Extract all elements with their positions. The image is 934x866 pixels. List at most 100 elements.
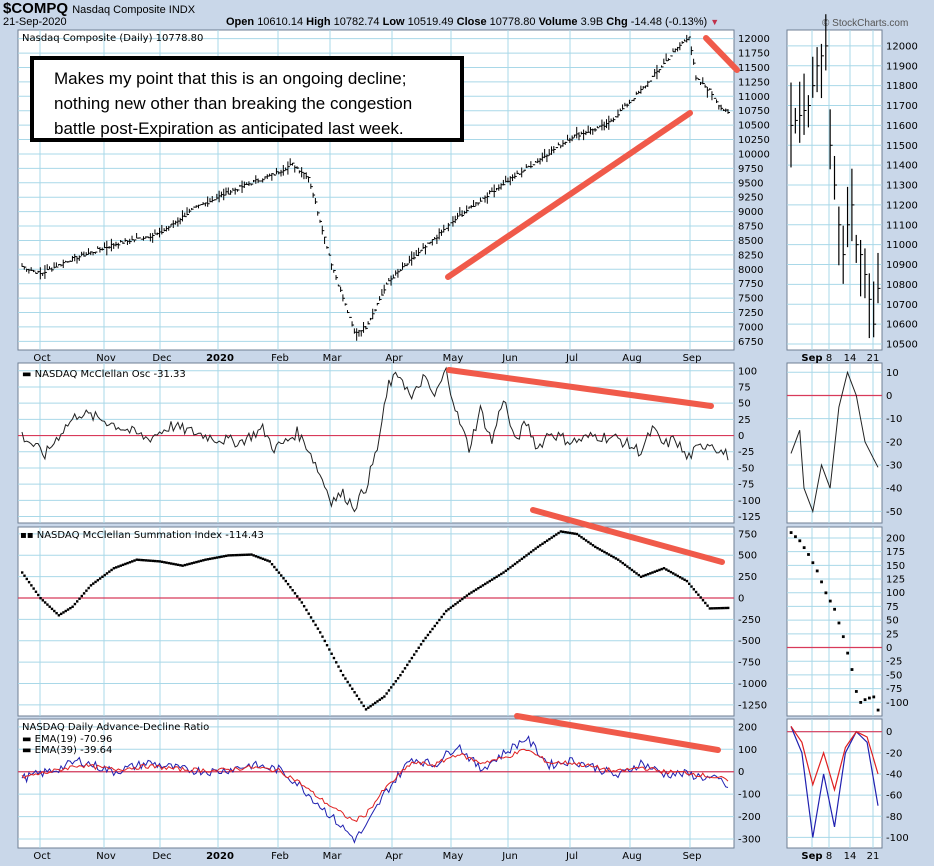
summation-point [410,656,414,660]
y-axis-3-tick-label: -100 [738,790,761,801]
summation-point [124,562,127,566]
summation-point [282,577,285,580]
mini-summation-point [798,539,802,543]
x-tick-label-bottom: 2020 [206,851,234,862]
summation-point [227,554,230,557]
summation-point [555,533,558,536]
panel-title-1: ▬ NASDAQ McClellan Osc -31.33 [22,369,186,380]
summation-point [646,573,650,576]
summation-point [76,600,79,603]
summation-point [188,562,191,566]
summation-point [259,556,262,560]
summation-point [504,569,508,573]
summation-point [92,582,95,585]
mini-y-axis-2-tick-label: 25 [886,629,899,640]
x-tick-label: Sep [683,353,702,364]
summation-point [710,607,714,610]
legend-ema39: ▬ EMA(39) -39.64 [22,745,112,756]
summation-point [144,559,148,562]
summation-point [435,621,439,625]
summation-point [376,700,379,703]
summation-point [545,539,549,542]
summation-point [300,601,304,604]
mini-x-tick-label-bottom: 21 [867,851,880,862]
y-axis-0-tick-label: 10250 [738,135,770,146]
y-axis-1-tick-label: 75 [738,382,751,393]
mini-y-axis-1-tick-label: 10 [886,368,899,379]
y-axis-2-tick-label: 0 [738,593,744,604]
summation-point [522,555,526,559]
summation-point [490,578,494,581]
summation-point [534,547,537,550]
summation-point [298,598,301,601]
summation-point [261,557,265,561]
y-axis-1-tick-label: -100 [738,496,761,507]
mini-summation-point [802,546,806,550]
panel-title-3: NASDAQ Daily Advance-Decline Ratio [22,722,209,733]
y-axis-0-tick-label: 7250 [738,308,763,319]
summation-point [371,703,375,706]
summation-point [660,567,663,571]
mini-summation-point [841,635,845,639]
summation-point [172,562,175,566]
summation-point [637,573,641,577]
summation-point [394,680,398,683]
summation-point [307,612,310,615]
summation-point [639,575,643,579]
summation-point [50,607,54,611]
summation-point [633,570,636,573]
summation-point [39,596,42,600]
summation-point [82,592,86,595]
summation-point [717,606,721,610]
summation-point [575,532,579,536]
summation-point [433,624,436,628]
trend-line-2 [446,367,714,409]
summation-point [580,536,583,539]
x-tick-label: 2020 [206,353,234,364]
summation-point [220,555,223,558]
summation-point [268,560,271,563]
x-tick-label-bottom: Aug [622,851,642,862]
summation-point [94,580,97,584]
summation-point [419,643,423,646]
mini-summation-point [815,569,819,573]
summation-point [500,572,503,576]
mini-ema39-line [790,726,879,793]
summation-point [513,562,517,566]
summation-point [463,596,466,599]
mini-summation-dots [789,531,880,712]
summation-point [318,631,322,634]
summation-point [454,602,457,606]
summation-point [43,601,47,604]
mini-y-axis-2-tick-label: 150 [886,561,905,572]
y-axis-0-tick-label: 9000 [738,207,763,218]
summation-point [596,546,599,550]
summation-point [314,623,317,627]
mini-y-axis-2-tick-label: -75 [886,684,902,695]
summation-point [229,554,232,557]
summation-point [142,559,145,562]
summation-point [158,560,161,563]
summation-point [649,572,652,575]
trend-line-1 [703,35,740,73]
mini-summation-point [824,591,828,595]
mini-y-axis-0-tick-label: 12000 [886,41,918,52]
chart-date: 21-Sep-2020 [3,16,67,28]
summation-point [362,704,365,708]
summation-point [270,563,274,566]
summation-point [277,571,281,574]
summation-point [600,549,604,552]
summation-point [704,601,707,605]
summation-point [681,577,684,580]
y-axis-2-tick-label: 250 [738,572,757,583]
summation-point [568,531,572,535]
summation-point [713,607,716,610]
summation-point [655,569,659,573]
summation-point [357,697,361,701]
watermark: © StockCharts.com [822,18,909,29]
summation-point [133,559,136,562]
summation-point [392,683,395,686]
y-axis-2-tick-label: -1000 [738,679,767,690]
summation-point [456,601,459,604]
summation-point [351,687,354,691]
